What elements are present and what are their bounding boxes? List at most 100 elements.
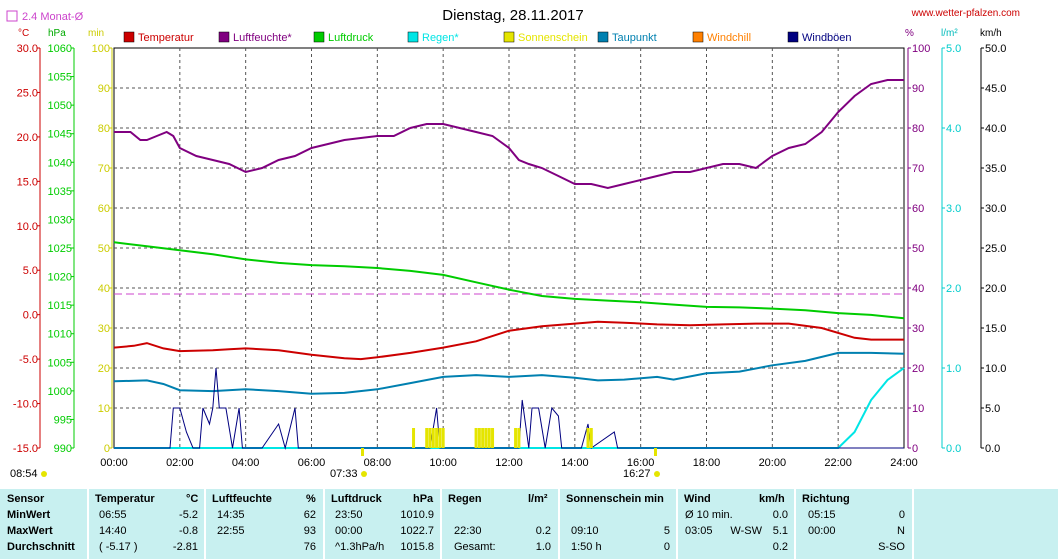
avg-marker-label: 2.4 Monat-Ø: [22, 11, 84, 23]
temperature_c-tick-label: -5.0: [19, 354, 38, 366]
wind_kmh-tick-label: 20.0: [985, 283, 1006, 295]
legend-swatch: [503, 31, 515, 43]
sunshine-bar: [586, 428, 590, 448]
x-tick-label: 00:00: [100, 457, 128, 469]
humidity_pct-tick-label: 20: [912, 363, 924, 375]
pressure_hpa-tick-label: 1010: [48, 329, 72, 341]
x-tick-label: 24:00: [890, 457, 918, 469]
sunshine-bar: [484, 428, 488, 448]
wind_kmh-tick-label: 25.0: [985, 243, 1006, 255]
rain_lm2-tick-label: 5.0: [946, 43, 961, 55]
hdr-hum-unit: %: [306, 493, 316, 505]
table-cell-wind-time: 03:05: [685, 525, 713, 537]
x-tick-label: 16:00: [627, 457, 655, 469]
table-cell-sun-time: 09:10: [571, 525, 599, 537]
hdr-wind-unit: km/h: [759, 493, 785, 505]
sunshine_min-tick-label: 40: [98, 283, 110, 295]
sunshine_min-tick-label: 20: [98, 363, 110, 375]
table-cell-pres-val: 1022.7: [400, 525, 434, 537]
table-col-dir: [796, 489, 912, 559]
legend-swatch: [313, 31, 325, 43]
hdr-dir: Richtung: [802, 493, 850, 505]
x-tick-label: 10:00: [429, 457, 457, 469]
table-col-empty: [914, 489, 1058, 559]
grid: [114, 48, 904, 448]
pressure_hpa-tick-label: 1050: [48, 100, 72, 112]
sunshine-bar: [474, 428, 478, 448]
pressure_hpa-tick-label: 1055: [48, 72, 72, 84]
table-cell-dir-val: N: [897, 525, 905, 537]
humidity_pct-tick-label: 30: [912, 323, 924, 335]
humidity_pct-tick-label: 90: [912, 83, 924, 95]
table-cell-temp-val: -5.2: [179, 509, 198, 521]
sunshine_min-tick-label: 70: [98, 163, 110, 175]
temperature_c-tick-label: 20.0: [17, 132, 38, 144]
legend-label: Regen*: [422, 32, 459, 44]
site-link[interactable]: www.wetter-pfalzen.com: [911, 8, 1020, 19]
x-tick-label: 18:00: [693, 457, 721, 469]
sunshine-bar: [412, 428, 416, 448]
sunshine-bar: [441, 428, 445, 448]
temperature_c-tick-label: 0.0: [23, 310, 38, 322]
sun-marks: 07:33 16:27 08:54: [10, 448, 660, 480]
pressure_hpa-tick-label: 1060: [48, 43, 72, 55]
table-col-wind: [678, 489, 794, 559]
legend-swatch: [787, 31, 799, 43]
pressure_hpa-tick-label: 1015: [48, 300, 72, 312]
pressure_hpa-tick-label: 1040: [48, 157, 72, 169]
table-cell-temp-time: ( -5.17 ): [99, 541, 138, 553]
series-line-temperatur: [113, 320, 904, 361]
wind_kmh-tick-label: 45.0: [985, 83, 1006, 95]
table-cell-sun-time: 1:50 h: [571, 541, 602, 553]
humidity_pct-tick-label: 10: [912, 403, 924, 415]
sun-icon: [41, 471, 47, 477]
table-col-sensor: [0, 489, 87, 559]
x-tick-label: 22:00: [824, 457, 852, 469]
daylight-start-label: 08:54: [10, 468, 38, 480]
pressure_hpa-tick-label: 1025: [48, 243, 72, 255]
table-cell-wind-val: 0.0: [772, 509, 788, 521]
table-cell-dir-val: 0: [898, 509, 905, 521]
table-cell-temp-val: -0.8: [179, 525, 198, 537]
hdr-rain: Regen: [448, 493, 482, 505]
sunshine-bar: [438, 428, 442, 448]
table-cell-sun-val: 0: [663, 541, 670, 553]
humidity_pct-tick-label: 70: [912, 163, 924, 175]
hdr-pres-unit: hPa: [413, 493, 434, 505]
legend-label: Taupunkt: [612, 32, 657, 44]
legend-swatch: [692, 31, 704, 43]
hdr-sun: Sonnenschein min: [566, 493, 664, 505]
pressure_hpa-tick-label: 995: [54, 414, 72, 426]
chart-background: [0, 0, 1058, 486]
humidity_pct-tick-label: 60: [912, 203, 924, 215]
hdr-temp: Temperatur: [95, 493, 155, 505]
temperature_c-tick-label: -10.0: [13, 399, 38, 411]
axes: 30.0 25.0 20.0 15.0 10.0 5.0 0.0 -5.0 -10.0 -15.0…: [13, 43, 1007, 469]
table-cell-wind-val: 5.1: [772, 525, 788, 537]
avg-marker-icon: [6, 10, 18, 22]
hdr-temp-unit: °C: [186, 493, 199, 505]
unit-lm2: l/m²: [941, 28, 958, 39]
sunset-marker: [654, 448, 657, 456]
table-cell-label: MinWert: [7, 509, 51, 521]
table-cell-hum-val: 62: [303, 509, 316, 521]
legend-swatch: [123, 31, 135, 43]
wind_kmh-tick-label: 50.0: [985, 43, 1006, 55]
sunshine-bar: [491, 428, 495, 448]
table-cell-hum-time: 22:55: [217, 525, 245, 537]
sunshine_min-tick-label: 0: [104, 443, 110, 455]
table-cell-rain-time: Gesamt:: [454, 541, 496, 553]
x-tick-label: 04:00: [232, 457, 260, 469]
table-cell-hum-val: 76: [303, 541, 316, 553]
x-tick-label: 14:00: [561, 457, 589, 469]
sunrise-marker: [361, 448, 364, 456]
x-tick-label: 08:00: [364, 457, 392, 469]
unit-celsius: °C: [18, 28, 29, 39]
rain_lm2-tick-label: 2.0: [946, 283, 961, 295]
table-cell-temp-val: -2.81: [172, 541, 198, 553]
unit-percent: %: [905, 28, 914, 39]
wind_kmh-tick-label: 15.0: [985, 323, 1006, 335]
legend: Temperatur Luftfeuchte* Luftdruck Regen* Son…: [123, 31, 852, 44]
sunshine-bar: [435, 428, 439, 448]
table-cell-dir-time: 05:15: [808, 509, 836, 521]
